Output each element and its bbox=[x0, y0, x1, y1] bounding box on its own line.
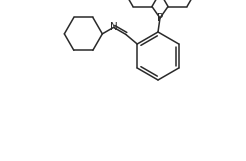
Text: N: N bbox=[110, 22, 118, 32]
Text: P: P bbox=[157, 13, 163, 23]
